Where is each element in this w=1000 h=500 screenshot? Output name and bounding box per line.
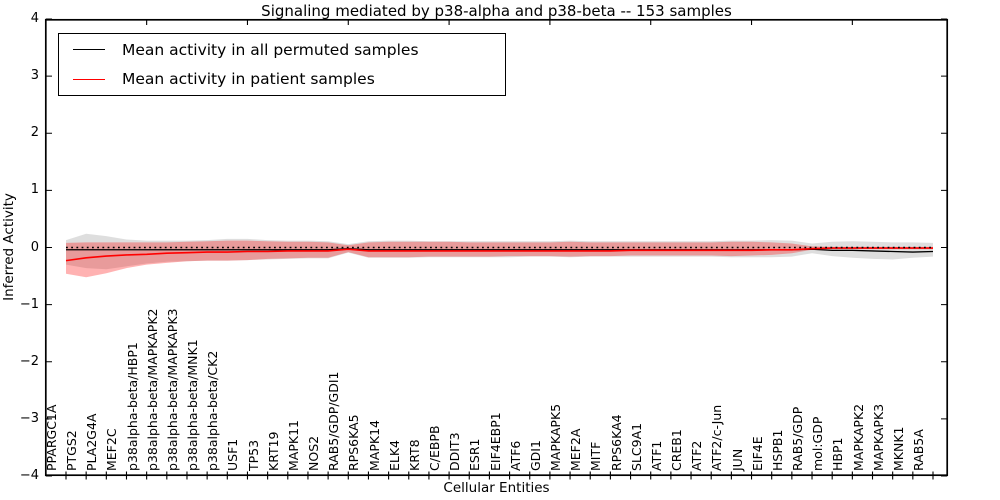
y-tick-label: −2 — [19, 353, 39, 369]
x-category-label: GDI1 — [527, 440, 543, 471]
x-category-label: ESR1 — [467, 438, 483, 471]
x-category-label: MITF — [588, 441, 604, 471]
x-category-label: KRT8 — [406, 439, 422, 471]
x-category-label: SLC9A1 — [628, 422, 644, 471]
x-category-label: MKNK1 — [890, 426, 906, 471]
legend-label-permuted: Mean activity in all permuted samples — [122, 40, 419, 59]
x-category-label: ATF1 — [648, 440, 664, 471]
x-category-label: C/EBPB — [427, 425, 443, 471]
x-category-label: RPS6KA5 — [346, 414, 362, 471]
x-category-label: RAB5A — [911, 429, 926, 471]
x-category-label: mol:GDP — [810, 416, 826, 471]
x-category-label: ATF6 — [507, 440, 523, 471]
x-category-label: USF1 — [225, 438, 241, 471]
x-category-label: p38alpha-beta/MNK1 — [185, 339, 201, 471]
x-category-label: CREB1 — [669, 429, 685, 471]
x-category-label: RAB5/GDP — [790, 406, 806, 471]
x-category-label: MAPKAPK3 — [870, 403, 886, 471]
x-category-label: JUN — [729, 448, 745, 471]
x-category-label: MEF2C — [104, 428, 120, 471]
x-category-label: TP53 — [245, 439, 261, 471]
x-category-label: NOS2 — [306, 435, 322, 471]
x-category-label: p38alpha-beta/MAPKAPK3 — [164, 308, 180, 472]
x-category-label: ATF2/c-Jun — [709, 404, 725, 471]
x-category-label: DDIT3 — [447, 432, 463, 471]
permuted-line-sample-icon — [73, 49, 105, 51]
x-category-label: RAB5/GDP/GDI1 — [326, 371, 342, 471]
y-tick-label: 2 — [30, 125, 39, 141]
y-tick-label: 4 — [30, 11, 39, 26]
x-category-label: p38alpha-beta/HBP1 — [124, 342, 140, 471]
x-category-label: p38alpha-beta/MAPKAPK2 — [144, 308, 160, 472]
legend-item-patient: Mean activity in patient samples — [59, 65, 505, 93]
patient-range-band — [66, 240, 933, 278]
x-category-label: KRT19 — [265, 431, 281, 471]
x-category-label: PLA2G4A — [84, 413, 100, 471]
x-category-label: MAPKAPK2 — [850, 403, 866, 471]
x-category-label: PTGS2 — [64, 430, 80, 471]
x-axis-label: Cellular Entities — [443, 480, 550, 496]
x-category-label: ATF2 — [689, 440, 705, 471]
x-category-label: MAPK14 — [366, 420, 382, 471]
x-category-label: EIF4EBP1 — [487, 412, 503, 471]
x-category-label: MAPK11 — [285, 420, 301, 471]
patient-line-sample-icon — [73, 78, 105, 80]
y-tick-label: −4 — [19, 468, 39, 483]
y-tick-label: 0 — [30, 239, 39, 255]
x-category-label: p38alpha-beta/CK2 — [205, 350, 221, 471]
chart-title: Signaling mediated by p38-alpha and p38-… — [261, 2, 732, 20]
legend: Mean activity in all permuted samples Me… — [58, 33, 506, 96]
axis-ticks — [45, 18, 948, 480]
x-category-label: ELK4 — [386, 439, 402, 471]
x-category-label: HBP1 — [830, 437, 846, 471]
x-category-label: MAPKAPK5 — [548, 403, 564, 471]
x-category-label: MEF2A — [568, 428, 584, 471]
y-tick-label: 3 — [30, 68, 39, 84]
x-category-label: EIF4E — [749, 436, 765, 471]
x-category-label: HSPB1 — [769, 429, 785, 471]
x-category-label: PPARGC1A — [44, 404, 59, 471]
y-tick-label: −1 — [19, 296, 39, 312]
legend-label-patient: Mean activity in patient samples — [122, 70, 375, 89]
legend-item-permuted: Mean activity in all permuted samples — [59, 36, 505, 64]
y-tick-label: −3 — [19, 410, 39, 426]
patient-mean-line — [65, 247, 933, 262]
x-category-label: RPS6KA4 — [608, 414, 624, 471]
y-tick-label: 1 — [30, 182, 39, 198]
